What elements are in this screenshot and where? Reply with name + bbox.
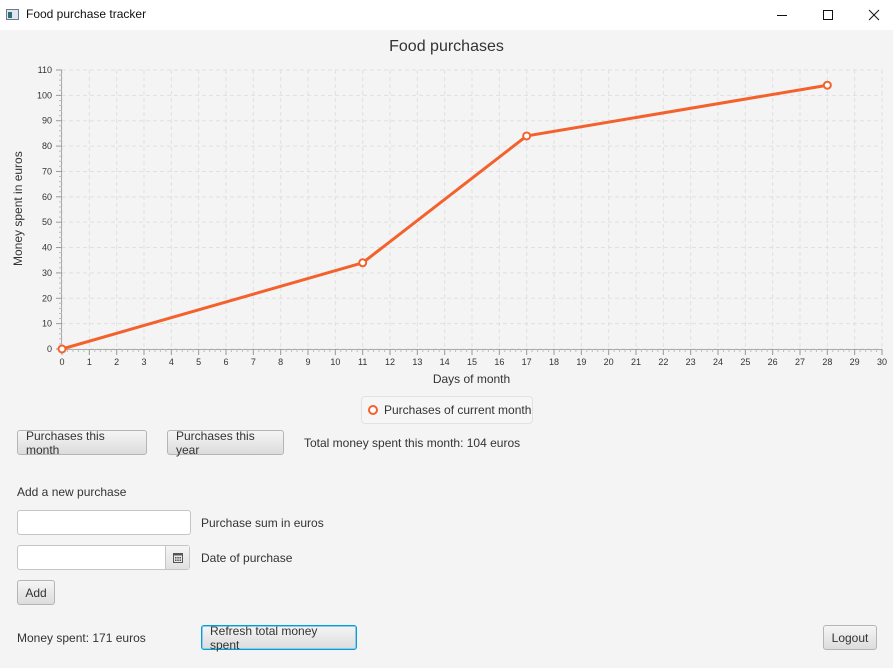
x-tick-label: 4 (169, 357, 174, 367)
calendar-button[interactable] (165, 546, 189, 569)
x-tick-label: 1 (87, 357, 92, 367)
y-tick-label: 40 (42, 243, 52, 253)
x-tick-label: 25 (740, 357, 750, 367)
date-input[interactable] (18, 546, 166, 569)
x-tick-label: 18 (549, 357, 559, 367)
minimize-button[interactable] (759, 0, 805, 30)
window-title-bar[interactable]: Food purchase tracker (0, 0, 893, 30)
x-tick-label: 16 (494, 357, 504, 367)
x-tick-label: 9 (305, 357, 310, 367)
x-tick-label: 11 (358, 357, 367, 367)
y-tick-label: 60 (42, 192, 52, 202)
date-picker[interactable] (17, 545, 190, 570)
close-icon (868, 9, 880, 21)
y-axis-label: Money spent in euros (11, 151, 25, 266)
x-tick-label: 26 (768, 357, 778, 367)
plot-area (62, 70, 882, 349)
x-tick-label: 23 (686, 357, 696, 367)
y-tick-label: 50 (42, 217, 52, 227)
y-tick-label: 30 (42, 268, 52, 278)
data-point (822, 80, 832, 90)
x-tick-label: 22 (658, 357, 668, 367)
x-tick-label: 13 (412, 357, 422, 367)
x-tick-label: 2 (114, 357, 119, 367)
x-tick-label: 7 (251, 357, 256, 367)
y-tick-label: 90 (42, 116, 52, 126)
data-point (358, 258, 368, 268)
x-tick-label: 5 (196, 357, 201, 367)
x-axis-label: Days of month (432, 372, 511, 386)
y-tick-label: 80 (42, 141, 52, 151)
close-button[interactable] (851, 0, 893, 30)
minimize-icon (777, 15, 787, 16)
y-tick-label: 70 (42, 166, 52, 176)
maximize-button[interactable] (805, 0, 851, 30)
app-icon (6, 9, 19, 20)
add-button[interactable]: Add (17, 580, 55, 605)
y-tick-label: 10 (42, 319, 52, 329)
chart-legend: Purchases of current month (361, 396, 533, 424)
window-title: Food purchase tracker (26, 7, 147, 21)
x-tick-label: 12 (385, 357, 395, 367)
line-chart: 0 1 2 3 4 5 6 7 8 9 10 11 12 13 14 15 16 17 18 19 20 21 22 23 24… (37, 65, 887, 367)
calendar-icon (172, 552, 183, 563)
purchases-this-year-button[interactable]: Purchases this year (167, 429, 284, 457)
x-tick-label: 0 (59, 357, 64, 367)
data-point (522, 131, 532, 141)
x-tick-label: 29 (850, 357, 860, 367)
x-tick-label: 27 (795, 357, 805, 367)
add-purchase-heading: Add a new purchase (17, 485, 127, 499)
legend-label: Purchases of current month (384, 403, 532, 417)
legend-symbol (368, 405, 378, 415)
maximize-icon (823, 10, 833, 20)
x-tick-label: 30 (877, 357, 887, 367)
money-spent-text: Money spent: 171 euros (17, 631, 146, 645)
y-tick-label: 110 (38, 65, 52, 75)
data-point (57, 344, 67, 354)
x-tick-label: 17 (522, 357, 532, 367)
x-tick-label: 10 (330, 357, 340, 367)
chart-title: Food purchases (389, 38, 504, 55)
purchase-sum-input[interactable] (17, 510, 191, 535)
y-tick-label: 0 (47, 344, 52, 354)
logout-button[interactable]: Logout (823, 625, 877, 650)
x-tick-label: 28 (822, 357, 832, 367)
x-tick-label: 3 (141, 357, 146, 367)
purchases-this-month-button[interactable]: Purchases this month (17, 429, 147, 457)
x-tick-label: 8 (278, 357, 283, 367)
x-tick-label: 20 (604, 357, 614, 367)
y-tick-label: 20 (42, 293, 52, 303)
x-tick-label: 14 (440, 357, 450, 367)
total-month-text: Total money spent this month: 104 euros (304, 436, 521, 450)
y-tick-label: 100 (37, 90, 52, 100)
x-tick-label: 6 (223, 357, 228, 367)
series-line (61, 83, 828, 351)
x-tick-label: 15 (467, 357, 477, 367)
x-tick-label: 19 (576, 357, 586, 367)
x-tick-label: 21 (631, 357, 641, 367)
purchase-sum-label: Purchase sum in euros (201, 516, 324, 530)
date-of-purchase-label: Date of purchase (201, 551, 293, 565)
x-tick-label: 24 (713, 357, 723, 367)
refresh-total-button[interactable]: Refresh total money spent (201, 624, 357, 652)
